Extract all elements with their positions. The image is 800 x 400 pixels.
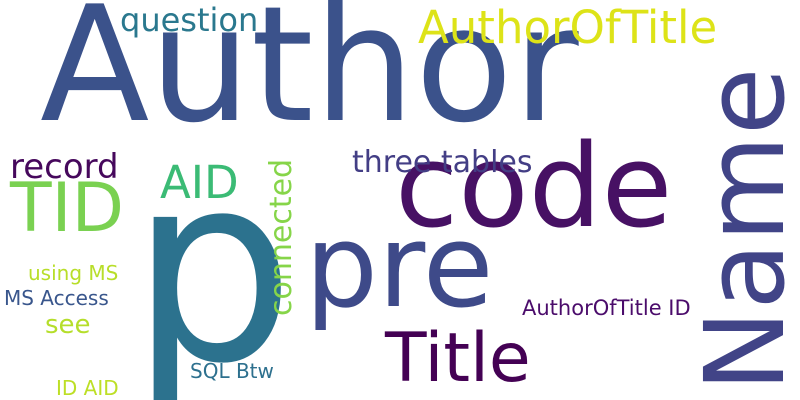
word-title: Title bbox=[385, 319, 531, 398]
word-aid: AID bbox=[160, 156, 239, 209]
word-ms-access: MS Access bbox=[4, 286, 109, 310]
word-authoroftitle: AuthorOfTitle bbox=[418, 1, 718, 54]
word-name: Name bbox=[681, 67, 800, 392]
word-tid: TID bbox=[10, 169, 124, 248]
word-author: Author bbox=[40, 0, 579, 158]
word-question: question bbox=[120, 1, 259, 39]
word-code: code bbox=[395, 120, 673, 254]
word-three-tables: three tables bbox=[352, 145, 533, 180]
word-authoroftitle-id: AuthorOfTitle ID bbox=[522, 296, 691, 320]
word-using-ms: using MS bbox=[28, 261, 119, 285]
word-id-aid: ID AID bbox=[56, 376, 119, 400]
word-sql-btw: SQL Btw bbox=[190, 359, 274, 383]
word-connected: connected bbox=[264, 158, 299, 316]
word-p: p bbox=[130, 119, 296, 400]
word-pre: pre bbox=[305, 200, 494, 334]
word-record: record bbox=[10, 147, 119, 187]
word-see: see bbox=[45, 310, 91, 340]
